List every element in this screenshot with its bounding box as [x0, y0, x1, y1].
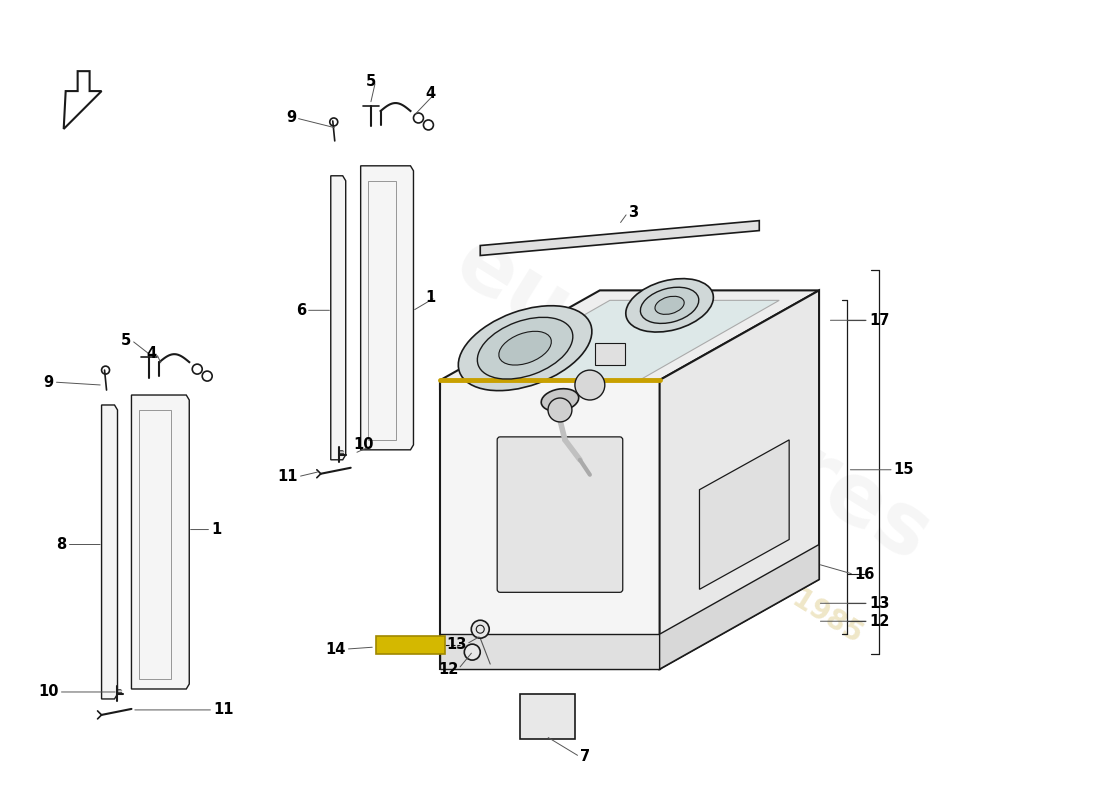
Text: a passion for parts since 1985: a passion for parts since 1985	[452, 374, 868, 649]
Text: 5: 5	[365, 74, 375, 89]
Text: 14: 14	[326, 642, 345, 657]
Text: 12: 12	[869, 614, 889, 629]
Text: 3: 3	[628, 205, 638, 220]
Polygon shape	[331, 176, 345, 460]
Text: 4: 4	[426, 86, 436, 101]
Text: ≘: ≘	[338, 447, 344, 456]
Ellipse shape	[640, 287, 698, 323]
Polygon shape	[375, 636, 446, 654]
Text: 11: 11	[277, 470, 298, 484]
Text: 1: 1	[211, 522, 221, 537]
Polygon shape	[361, 166, 414, 450]
Polygon shape	[660, 290, 820, 669]
Polygon shape	[440, 380, 660, 669]
Circle shape	[464, 644, 481, 660]
Text: 15: 15	[894, 462, 914, 478]
Bar	[595, 343, 625, 365]
Text: 7: 7	[580, 750, 590, 764]
Polygon shape	[481, 221, 759, 255]
Ellipse shape	[459, 306, 592, 390]
Text: 5: 5	[121, 333, 132, 348]
FancyBboxPatch shape	[497, 437, 623, 592]
Text: 13: 13	[446, 637, 466, 652]
Ellipse shape	[498, 331, 551, 365]
Text: 9: 9	[286, 110, 296, 126]
Ellipse shape	[477, 318, 573, 379]
Circle shape	[471, 620, 490, 638]
Text: 1: 1	[425, 290, 436, 305]
Text: eurospares: eurospares	[440, 221, 946, 579]
Polygon shape	[64, 71, 101, 129]
Polygon shape	[440, 290, 820, 380]
Text: 10: 10	[39, 685, 58, 699]
Text: 11: 11	[213, 702, 233, 718]
Polygon shape	[700, 440, 789, 590]
Text: 16: 16	[854, 567, 874, 582]
Text: 9: 9	[44, 374, 54, 390]
Polygon shape	[471, 300, 779, 380]
Polygon shape	[101, 405, 118, 699]
Text: 4: 4	[146, 346, 156, 361]
Polygon shape	[132, 395, 189, 689]
Text: ≘: ≘	[116, 686, 122, 695]
Polygon shape	[660, 545, 820, 669]
Polygon shape	[440, 634, 660, 669]
Text: 10: 10	[353, 438, 374, 452]
Bar	[520, 694, 575, 739]
Text: 13: 13	[869, 596, 889, 610]
Text: 17: 17	[869, 313, 889, 328]
Ellipse shape	[541, 389, 579, 411]
Ellipse shape	[626, 278, 714, 332]
Text: 8: 8	[56, 537, 67, 552]
Circle shape	[575, 370, 605, 400]
Ellipse shape	[654, 296, 684, 314]
Text: 6: 6	[296, 303, 306, 318]
Circle shape	[548, 398, 572, 422]
Text: 12: 12	[438, 662, 459, 677]
